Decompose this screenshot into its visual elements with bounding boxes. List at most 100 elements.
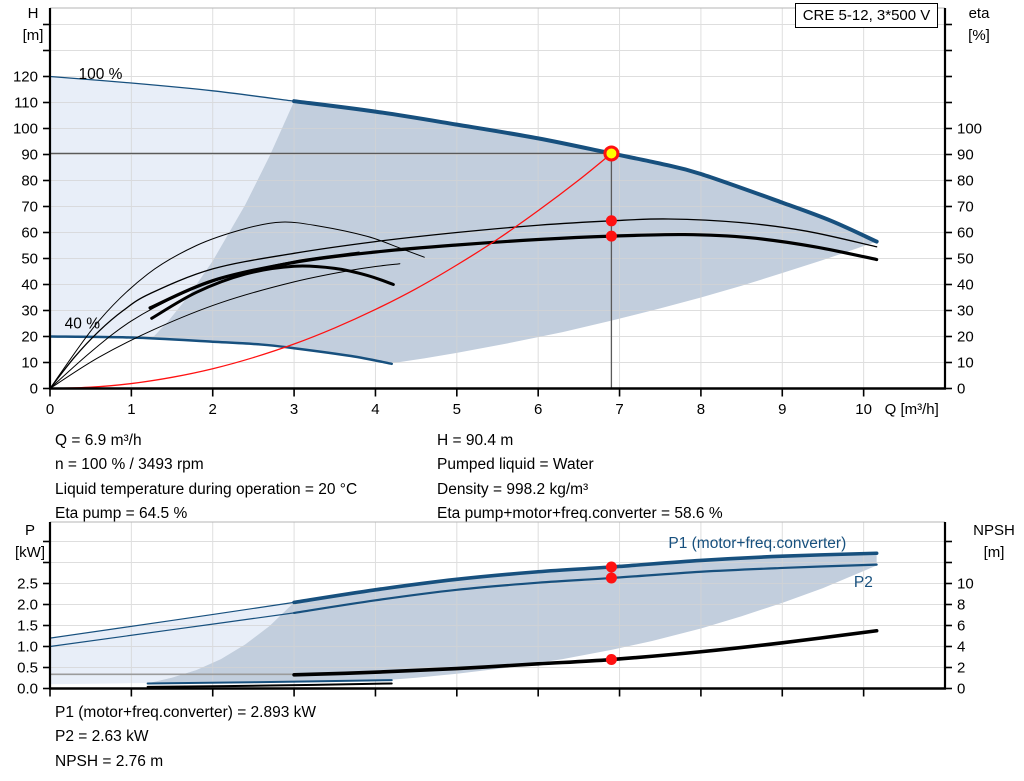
info-npsh: NPSH = 2.76 m <box>55 752 164 770</box>
label-p1-curve: P1 (motor+freq.converter) <box>668 535 846 552</box>
right-axis-title: eta <box>969 5 991 22</box>
eta-40-curve-curve <box>150 264 395 320</box>
tick-label: 60 <box>21 225 38 242</box>
tick-label: 70 <box>957 199 974 216</box>
left-axis-title: P <box>25 522 35 539</box>
tick-label: 30 <box>957 303 974 320</box>
info-p1: P1 (motor+freq.converter) = 2.893 kW <box>55 704 317 721</box>
tick-label: 2 <box>209 401 217 418</box>
tick-label: 120 <box>13 69 38 86</box>
eta-total-curve-curve <box>148 232 879 310</box>
chart-bottom: 0.0 0.5 1.0 1.5 2.0 2.5 0 2 4 6 8 10 P [kW] NPSH [m] P1 … <box>15 521 1015 698</box>
right-axis-title: NPSH <box>973 522 1015 539</box>
speed-40-curve-curve <box>48 335 393 366</box>
label-p2-curve: P2 <box>854 574 873 591</box>
power-envelope-region <box>147 553 877 684</box>
right-axis-title: [m] <box>984 544 1005 561</box>
tick-label: 9 <box>778 401 786 418</box>
p-40-speed-segment-curve <box>146 679 393 685</box>
duty-info-right: H = 90.4 m Pumped liquid = Water Density… <box>437 429 723 527</box>
left-axis-title: H <box>28 5 39 22</box>
tick-label: 0.5 <box>17 660 38 677</box>
tick-label: 10 <box>855 401 872 418</box>
info-pumped-liquid: Pumped liquid = Water <box>437 456 594 474</box>
info-flow: Q = 6.9 m³/h <box>55 432 142 449</box>
tick-label: 1.0 <box>17 639 38 656</box>
tick-label: 6 <box>957 618 965 635</box>
power-range-region <box>50 602 295 685</box>
x-axis-title: Q [m³/h] <box>885 401 939 418</box>
tick-label: 2.0 <box>17 597 38 614</box>
tick-label: 1.5 <box>17 618 38 635</box>
tick-label: 8 <box>697 401 705 418</box>
axis-labels: 0.0 0.5 1.0 1.5 2.0 2.5 0 2 4 6 8 10 P [kW] NPSH [m] <box>15 522 1015 698</box>
tick-label: 2.5 <box>17 576 38 593</box>
info-head: H = 90.4 m <box>437 432 514 449</box>
right-axis-title: [%] <box>968 27 990 44</box>
tick-label: 50 <box>21 251 38 268</box>
chart-top: 0102030405060708090100110120010203040506… <box>13 5 990 418</box>
tick-label: 60 <box>957 225 974 242</box>
duty-dot-p2 <box>605 572 617 584</box>
info-liquid-temp: Liquid temperature during operation = 20… <box>55 480 358 498</box>
p2-extension-curve <box>49 612 295 648</box>
info-p2: P2 = 2.63 kW <box>55 728 149 746</box>
tick-label: 0 <box>957 681 965 698</box>
eta-pump-curve-curve <box>49 218 878 390</box>
speed-100-curve-curve <box>292 99 879 244</box>
tick-label: 0 <box>30 381 38 398</box>
tick-label: 10 <box>957 355 974 372</box>
tick-label: 80 <box>957 173 974 190</box>
tick-label: 4 <box>957 639 965 656</box>
system-curve-curve <box>49 152 613 390</box>
tick-label: 2 <box>957 660 965 677</box>
tick-label: 5 <box>453 401 461 418</box>
left-axis-title: [kW] <box>15 544 45 561</box>
power-info: P1 (motor+freq.converter) = 2.893 kW P2 … <box>55 701 316 774</box>
label-speed-100: 100 % <box>78 66 122 83</box>
tick-label: 110 <box>14 95 38 112</box>
operating-point-marker[interactable] <box>603 145 620 162</box>
info-density: Density = 998.2 kg/m³ <box>437 480 589 498</box>
tick-label: 20 <box>957 329 974 346</box>
tick-label: 0 <box>957 381 965 398</box>
tick-label: 100 <box>957 121 982 138</box>
tick-label: 3 <box>290 401 298 418</box>
duty-dot-p1 <box>605 561 617 573</box>
tick-label: 10 <box>957 576 974 593</box>
left-axis-title: [m] <box>23 27 44 44</box>
tick-label: 90 <box>21 147 38 164</box>
npsh-curve-curve <box>292 628 879 677</box>
tick-label: 90 <box>957 147 974 164</box>
eta-fan-b-curve <box>49 263 401 389</box>
label-speed-40: 40 % <box>65 316 101 333</box>
p2-curve-curve <box>292 563 878 614</box>
info-eta-pump: Eta pump = 64.5 % <box>55 505 188 523</box>
duty-dot-npsh <box>605 654 617 666</box>
tick-label: 40 <box>957 277 974 294</box>
tick-label: 1 <box>127 401 135 418</box>
tick-label: 10 <box>21 355 38 372</box>
p1-extension-curve <box>49 601 295 639</box>
duty-info-left: Q = 6.9 m³/h n = 100 % / 3493 rpm Liquid… <box>55 429 357 527</box>
duty-dot-eta-pump <box>605 215 617 227</box>
tick-label: 7 <box>615 401 623 418</box>
p1-curve-curve <box>292 551 879 605</box>
pump-model-label: CRE 5-12, 3*500 V <box>795 3 938 28</box>
tick-label: 0 <box>46 401 54 418</box>
tick-label: 30 <box>21 303 38 320</box>
tick-label: 0.0 <box>17 681 38 698</box>
tick-label: 20 <box>21 329 38 346</box>
tick-label: 50 <box>957 251 974 268</box>
info-speed: n = 100 % / 3493 rpm <box>55 456 204 474</box>
axis-labels: 0102030405060708090100110120010203040506… <box>13 5 990 418</box>
info-eta-total: Eta pump+motor+freq.converter = 58.6 % <box>437 505 723 523</box>
npsh-40-speed-segment-curve <box>146 682 393 688</box>
eta-arc-reduced-speed-curve <box>49 221 425 389</box>
tick-label: 4 <box>371 401 379 418</box>
speed-range-region <box>50 76 295 339</box>
tick-label: 70 <box>21 199 38 216</box>
tick-label: 40 <box>21 277 38 294</box>
speed-100-extension-curve <box>49 75 295 102</box>
